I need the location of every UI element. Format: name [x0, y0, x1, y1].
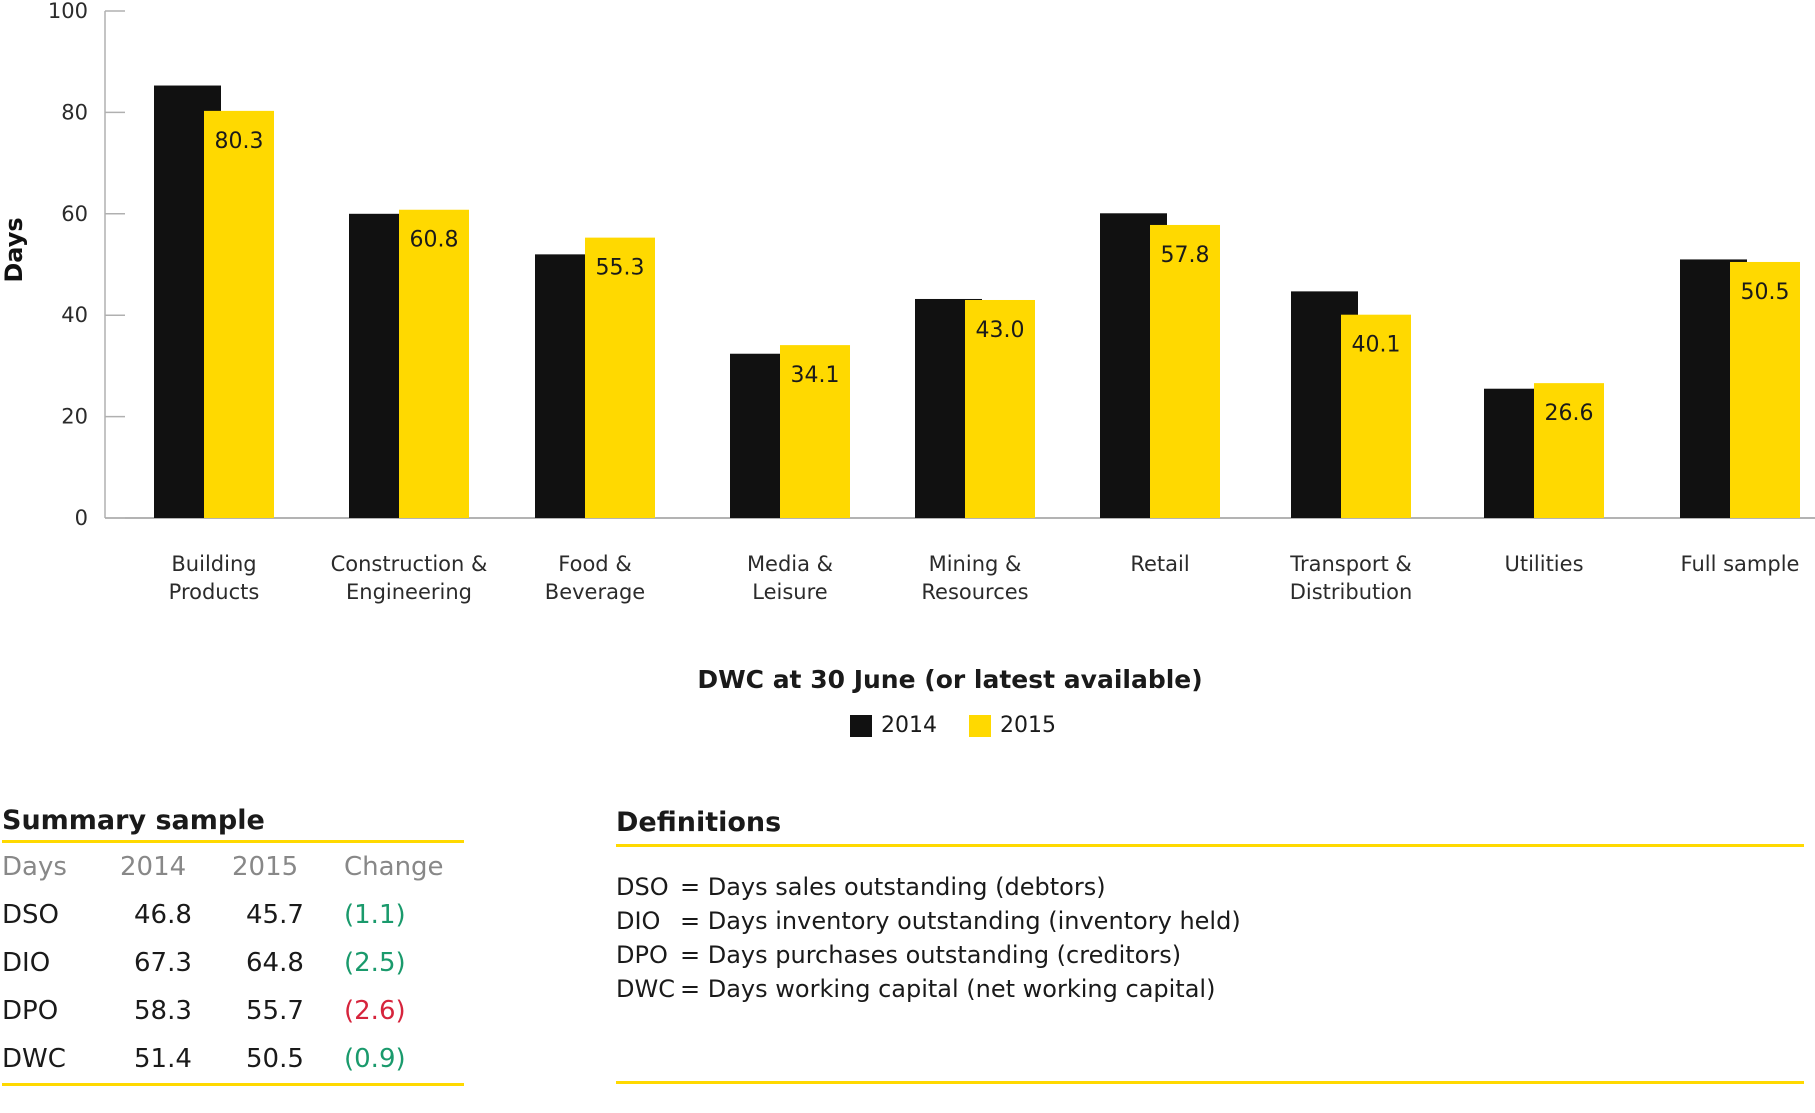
- category-label: Utilities: [1504, 552, 1583, 576]
- definition-text: = Days working capital (net working capi…: [680, 975, 1216, 1003]
- y-tick-label: 0: [75, 506, 88, 530]
- legend-item-2014: 2014: [850, 713, 937, 738]
- header-change: Change: [344, 852, 444, 882]
- definition-term: DWC: [616, 975, 675, 1003]
- legend-item-2015: 2015: [969, 713, 1056, 738]
- value-2014: 51.4: [134, 1044, 192, 1074]
- summary-header-row: Days 2014 2015 Change: [2, 843, 464, 891]
- bar-2015: [1341, 314, 1411, 518]
- row-label: DWC: [2, 1044, 66, 1074]
- header-2015: 2015: [232, 852, 299, 882]
- value-2014: 58.3: [134, 996, 192, 1026]
- category-label: Building Products: [169, 552, 260, 604]
- category-label: Full sample: [1681, 552, 1800, 576]
- summary-table: Days 2014 2015 Change DSO 46.8 45.7 (1.1…: [2, 843, 464, 1086]
- bars: [154, 85, 1800, 519]
- category-label: Transport & Distribution: [1289, 552, 1412, 604]
- definition-text: = Days sales outstanding (debtors): [680, 873, 1106, 901]
- data-label-2015: 80.3: [215, 129, 264, 154]
- summary-sample-panel: Summary sample Days 2014 2015 Change DSO…: [2, 805, 464, 1086]
- category-label: Media & Leisure: [747, 552, 833, 604]
- header-2014: 2014: [120, 852, 187, 882]
- y-tick-label: 100: [48, 0, 88, 23]
- table-row: DPO 58.3 55.7 (2.6): [2, 987, 464, 1035]
- header-days: Days: [2, 852, 67, 882]
- category-label: Retail: [1130, 552, 1189, 576]
- change-value: (2.6): [344, 996, 406, 1026]
- table-row: DIO 67.3 64.8 (2.5): [2, 939, 464, 987]
- definition-item: DSO = Days sales outstanding (debtors): [616, 873, 1804, 907]
- value-2015: 64.8: [246, 948, 304, 978]
- summary-title: Summary sample: [2, 805, 464, 843]
- chart-caption: DWC at 30 June (or latest available): [697, 665, 1203, 694]
- definition-item: DPO = Days purchases outstanding (credito…: [616, 941, 1804, 975]
- legend-swatch-2014: [850, 714, 872, 737]
- bar-2015: [585, 237, 655, 518]
- y-tick-label: 40: [61, 303, 88, 327]
- legend: 2014 2015: [850, 713, 1088, 738]
- change-value: (0.9): [344, 1044, 406, 1074]
- bar-chart: 0 20 40 60 80 100 80.3 60.8 55.3 34.1 43.0 57.8 40.…: [0, 0, 1815, 604]
- bar-2015: [399, 209, 469, 518]
- definition-term: DSO: [616, 873, 669, 901]
- data-label-2015: 50.5: [1741, 280, 1790, 305]
- y-tick-label: 60: [61, 202, 88, 226]
- definition-text: = Days inventory outstanding (inventory …: [680, 907, 1241, 935]
- y-tick-label: 20: [61, 405, 88, 429]
- y-tick-label: 80: [61, 100, 88, 124]
- table-row: DWC 51.4 50.5 (0.9): [2, 1035, 464, 1085]
- legend-label-2015: 2015: [1000, 713, 1056, 738]
- definition-item: DIO = Days inventory outstanding (invento…: [616, 907, 1804, 941]
- definitions-list: DSO = Days sales outstanding (debtors) DI…: [616, 873, 1804, 1009]
- data-label-2015: 60.8: [410, 228, 459, 253]
- data-label-2015: 55.3: [596, 256, 645, 281]
- bar-2015: [1150, 224, 1220, 519]
- category-label: Food & Beverage: [545, 552, 645, 604]
- definitions-panel: Definitions DSO = Days sales outstanding …: [616, 807, 1804, 1084]
- y-axis-title: Days: [0, 217, 28, 282]
- data-label-2015: 57.8: [1161, 243, 1210, 268]
- category-label: Mining & Resources: [921, 552, 1028, 604]
- data-labels: 80.3 60.8 55.3 34.1 43.0 57.8 40.1 26.6 50.5: [215, 129, 1790, 426]
- bar-2015: [965, 299, 1035, 518]
- row-label: DIO: [2, 948, 51, 978]
- bar-2015: [780, 345, 850, 518]
- bar-2015: [1534, 383, 1604, 518]
- data-label-2015: 34.1: [791, 363, 840, 388]
- definition-item: DWC = Days working capital (net working c…: [616, 975, 1804, 1009]
- change-value: (1.1): [344, 900, 406, 930]
- x-axis: Building Products Construction & Engineerin…: [169, 552, 1800, 604]
- data-label-2015: 26.6: [1545, 401, 1594, 426]
- value-2015: 50.5: [246, 1044, 304, 1074]
- legend-swatch-2015: [969, 714, 991, 737]
- value-2015: 45.7: [246, 900, 304, 930]
- table-row: DSO 46.8 45.7 (1.1): [2, 891, 464, 939]
- definitions-title: Definitions: [616, 807, 1804, 847]
- definition-term: DPO: [616, 941, 668, 969]
- value-2014: 46.8: [134, 900, 192, 930]
- definition-term: DIO: [616, 907, 661, 935]
- bar-2015: [204, 110, 274, 518]
- definition-text: = Days purchases outstanding (creditors): [680, 941, 1182, 969]
- value-2014: 67.3: [134, 948, 192, 978]
- change-value: (2.5): [344, 948, 406, 978]
- legend-label-2014: 2014: [881, 713, 937, 738]
- value-2015: 55.7: [246, 996, 304, 1026]
- row-label: DPO: [2, 996, 59, 1026]
- bar-2015: [1730, 261, 1800, 518]
- definitions-rule: [616, 1081, 1804, 1084]
- data-label-2015: 40.1: [1352, 333, 1401, 358]
- category-label: Construction & Engineering: [331, 552, 488, 604]
- data-label-2015: 43.0: [976, 318, 1025, 343]
- row-label: DSO: [2, 900, 59, 930]
